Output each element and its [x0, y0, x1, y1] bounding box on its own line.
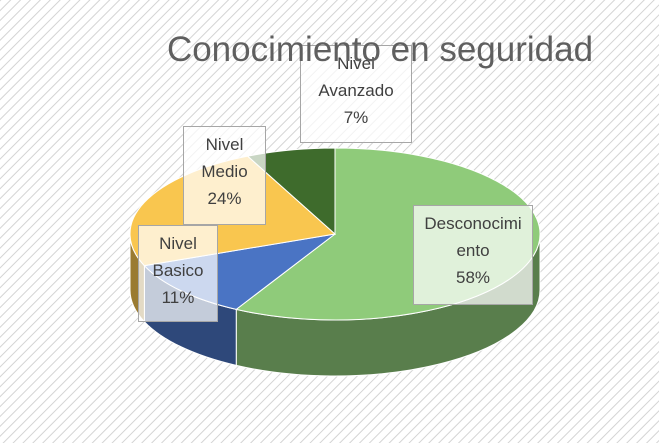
- chart-title: Conocimiento en seguridad: [166, 30, 594, 69]
- label-name: Nivel Avanzado: [318, 54, 394, 100]
- label-value: 24%: [207, 189, 242, 208]
- label-value: 11%: [161, 288, 195, 307]
- label-value: 58%: [455, 268, 491, 287]
- label-name: Nivel Medio: [201, 135, 248, 181]
- label-name: Nivel Basico: [152, 234, 204, 280]
- data-label: Nivel Avanzado 7%: [300, 45, 412, 143]
- data-label: Nivel Basico 11%: [138, 225, 218, 322]
- data-label: Nivel Medio 24%: [183, 126, 266, 225]
- data-label: Desconocimiento 58%: [413, 205, 533, 305]
- label-name: Desconocimiento: [424, 214, 522, 260]
- label-value: 7%: [343, 108, 369, 127]
